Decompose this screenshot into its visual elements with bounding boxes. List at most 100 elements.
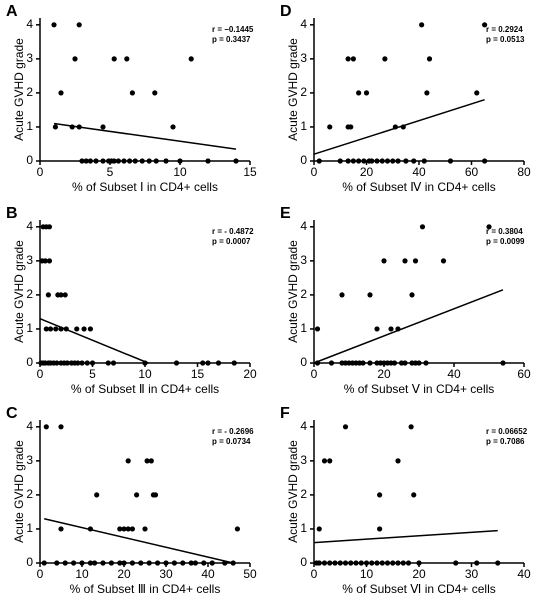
y-tick-label: 0 <box>26 555 33 569</box>
x-tick-label: 40 <box>412 165 426 179</box>
point <box>363 90 370 96</box>
point <box>72 56 78 62</box>
point <box>139 158 145 164</box>
point <box>402 258 408 264</box>
y-tick-label: 2 <box>26 85 33 99</box>
y-tick-label: 4 <box>300 17 307 31</box>
point <box>356 90 362 96</box>
panel-label: B <box>6 205 18 222</box>
point <box>100 124 106 130</box>
x-tick-label: 10 <box>75 567 89 581</box>
point <box>379 560 385 566</box>
y-axis-label: Acute GVHD grade <box>12 38 26 141</box>
panel-label: F <box>280 405 290 422</box>
y-tick-label: 0 <box>300 555 307 569</box>
point <box>426 56 433 62</box>
point <box>117 560 123 566</box>
x-tick-label: 50 <box>243 567 257 581</box>
point <box>42 258 48 264</box>
x-tick-label: 10 <box>360 567 374 581</box>
point <box>416 360 422 366</box>
point <box>43 326 49 332</box>
fit-line <box>44 518 234 564</box>
point <box>367 292 373 298</box>
y-axis-label: Acute GVHD grade <box>12 240 26 343</box>
y-tick-label: 1 <box>300 119 307 133</box>
annotation: r = - 0.4872 <box>212 227 254 236</box>
point <box>390 560 396 566</box>
point <box>81 326 87 332</box>
point <box>52 124 59 130</box>
point <box>332 560 338 566</box>
point <box>125 458 131 464</box>
point <box>129 526 135 532</box>
point <box>369 158 375 164</box>
point <box>54 360 60 366</box>
x-tick-label: 80 <box>517 165 531 179</box>
annotation: p = 0.3437 <box>212 35 251 44</box>
x-tick-label: 30 <box>159 567 173 581</box>
y-axis-label: Acute GVHD grade <box>12 440 26 543</box>
y-tick-label: 4 <box>300 219 307 233</box>
point <box>41 560 47 566</box>
point <box>353 560 359 566</box>
point <box>423 360 429 366</box>
fit-line <box>53 122 237 150</box>
point <box>411 158 417 164</box>
point <box>132 158 138 164</box>
point <box>89 360 96 366</box>
point <box>379 158 385 164</box>
point <box>316 158 322 164</box>
point <box>188 56 194 62</box>
point <box>402 360 408 366</box>
x-axis-label: % of Subset Ⅴ in CD4+ cells <box>344 382 495 396</box>
point <box>328 360 335 366</box>
y-tick-label: 2 <box>300 287 307 301</box>
point <box>374 158 380 164</box>
point <box>93 158 99 164</box>
point <box>115 158 121 164</box>
point <box>87 326 93 332</box>
point <box>142 526 148 532</box>
point <box>46 258 53 264</box>
point <box>337 560 343 566</box>
point <box>177 158 183 164</box>
x-axis-label: % of Subset Ⅲ in CD4+ cells <box>70 582 221 596</box>
point <box>367 360 373 366</box>
point <box>447 158 454 164</box>
point <box>440 258 447 264</box>
y-axis-label: Acute GVHD grade <box>286 240 300 343</box>
x-tick-label: 15 <box>191 367 205 381</box>
point <box>327 560 333 566</box>
x-axis-label: % of Subset Ⅱ in CD4+ cells <box>71 382 219 396</box>
point <box>350 56 356 62</box>
x-tick-label: 0 <box>37 165 44 179</box>
x-tick-label: 20 <box>377 367 391 381</box>
point <box>348 560 354 566</box>
x-tick-label: 5 <box>107 165 114 179</box>
point <box>400 560 406 566</box>
x-tick-label: 0 <box>311 165 318 179</box>
point <box>374 560 380 566</box>
point <box>124 56 130 62</box>
point <box>377 526 383 532</box>
point <box>83 158 89 164</box>
annotation: p = 0.0513 <box>486 35 525 44</box>
point <box>79 158 85 164</box>
annotation: p = 0.0734 <box>212 437 251 446</box>
y-tick-label: 2 <box>300 85 307 99</box>
x-axis-label: % of Subset Ⅳ in CD4+ cells <box>342 180 495 194</box>
y-tick-label: 4 <box>26 17 33 31</box>
point <box>134 492 140 498</box>
point <box>94 492 100 498</box>
point <box>84 360 90 366</box>
panel-label: A <box>6 3 18 20</box>
y-tick-label: 0 <box>26 355 33 369</box>
point <box>58 292 64 298</box>
point <box>53 326 59 332</box>
point <box>321 458 328 464</box>
annotation: p = 0.7086 <box>486 437 525 446</box>
point <box>474 560 480 566</box>
